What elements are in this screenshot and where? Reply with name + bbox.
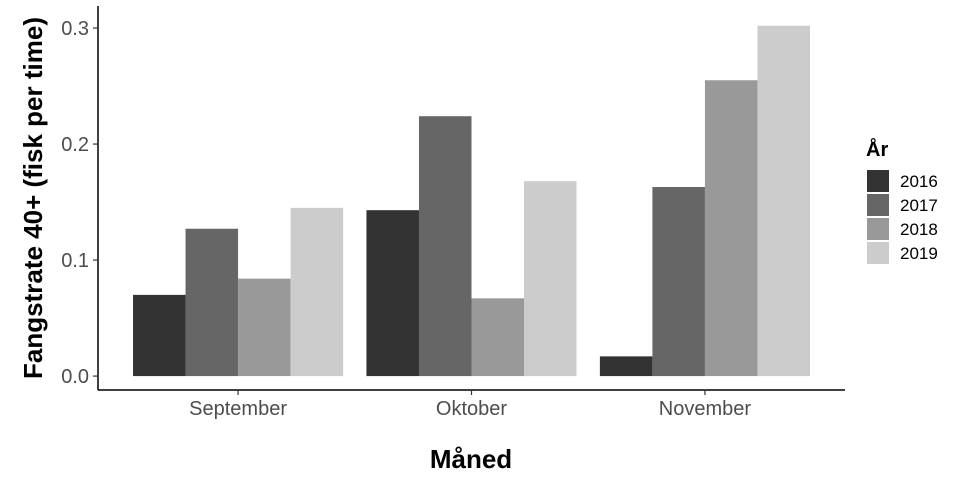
legend-swatch-2017 <box>867 194 889 216</box>
legend-title: År <box>866 137 888 161</box>
bar-2019-oktober <box>524 181 577 377</box>
bar-2017-november <box>652 186 705 377</box>
y-tick-label: 0.2 <box>61 134 89 156</box>
legend-label-2016: 2016 <box>900 172 938 191</box>
y-axis-title: Fangstrate 40+ (fisk per time) <box>18 17 48 379</box>
legend-label-2018: 2018 <box>900 220 938 239</box>
bar-2019-september <box>290 207 344 377</box>
y-ticks: 0.0 0.1 0.2 0.3 <box>61 18 98 388</box>
y-tick-label: 0.3 <box>61 18 89 40</box>
bar-2018-september <box>238 278 291 377</box>
bar-2019-november <box>757 25 810 377</box>
y-tick-label: 0.0 <box>61 366 89 388</box>
legend-label-2017: 2017 <box>900 196 938 215</box>
bars-layer <box>133 25 810 377</box>
x-axis-title: Måned <box>430 444 512 474</box>
bar-2017-september <box>185 228 239 377</box>
x-tick-label: September <box>189 398 287 420</box>
legend-swatch-2019 <box>867 242 889 264</box>
legend-swatch-2016 <box>867 170 889 192</box>
bar-2018-oktober <box>471 298 525 377</box>
bar-2018-november <box>704 80 758 377</box>
legend-label-2019: 2019 <box>900 244 938 263</box>
x-tick-label: November <box>659 398 752 420</box>
legend: År 2016 2017 2018 2019 <box>866 137 938 264</box>
bar-2016-september <box>133 294 186 377</box>
bar-2017-oktober <box>418 116 472 377</box>
bar-2016-oktober <box>366 210 419 377</box>
legend-swatch-2018 <box>867 218 889 240</box>
bar-2016-november <box>599 356 653 377</box>
x-tick-label: Oktober <box>436 398 507 420</box>
y-tick-label: 0.1 <box>61 250 89 272</box>
x-ticks: September Oktober November <box>189 390 751 420</box>
